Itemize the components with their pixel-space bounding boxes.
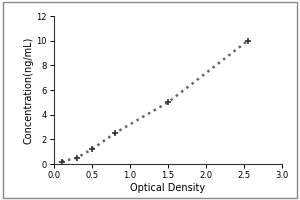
Y-axis label: Concentration(ng/mL): Concentration(ng/mL) — [24, 36, 34, 144]
X-axis label: Optical Density: Optical Density — [130, 183, 206, 193]
